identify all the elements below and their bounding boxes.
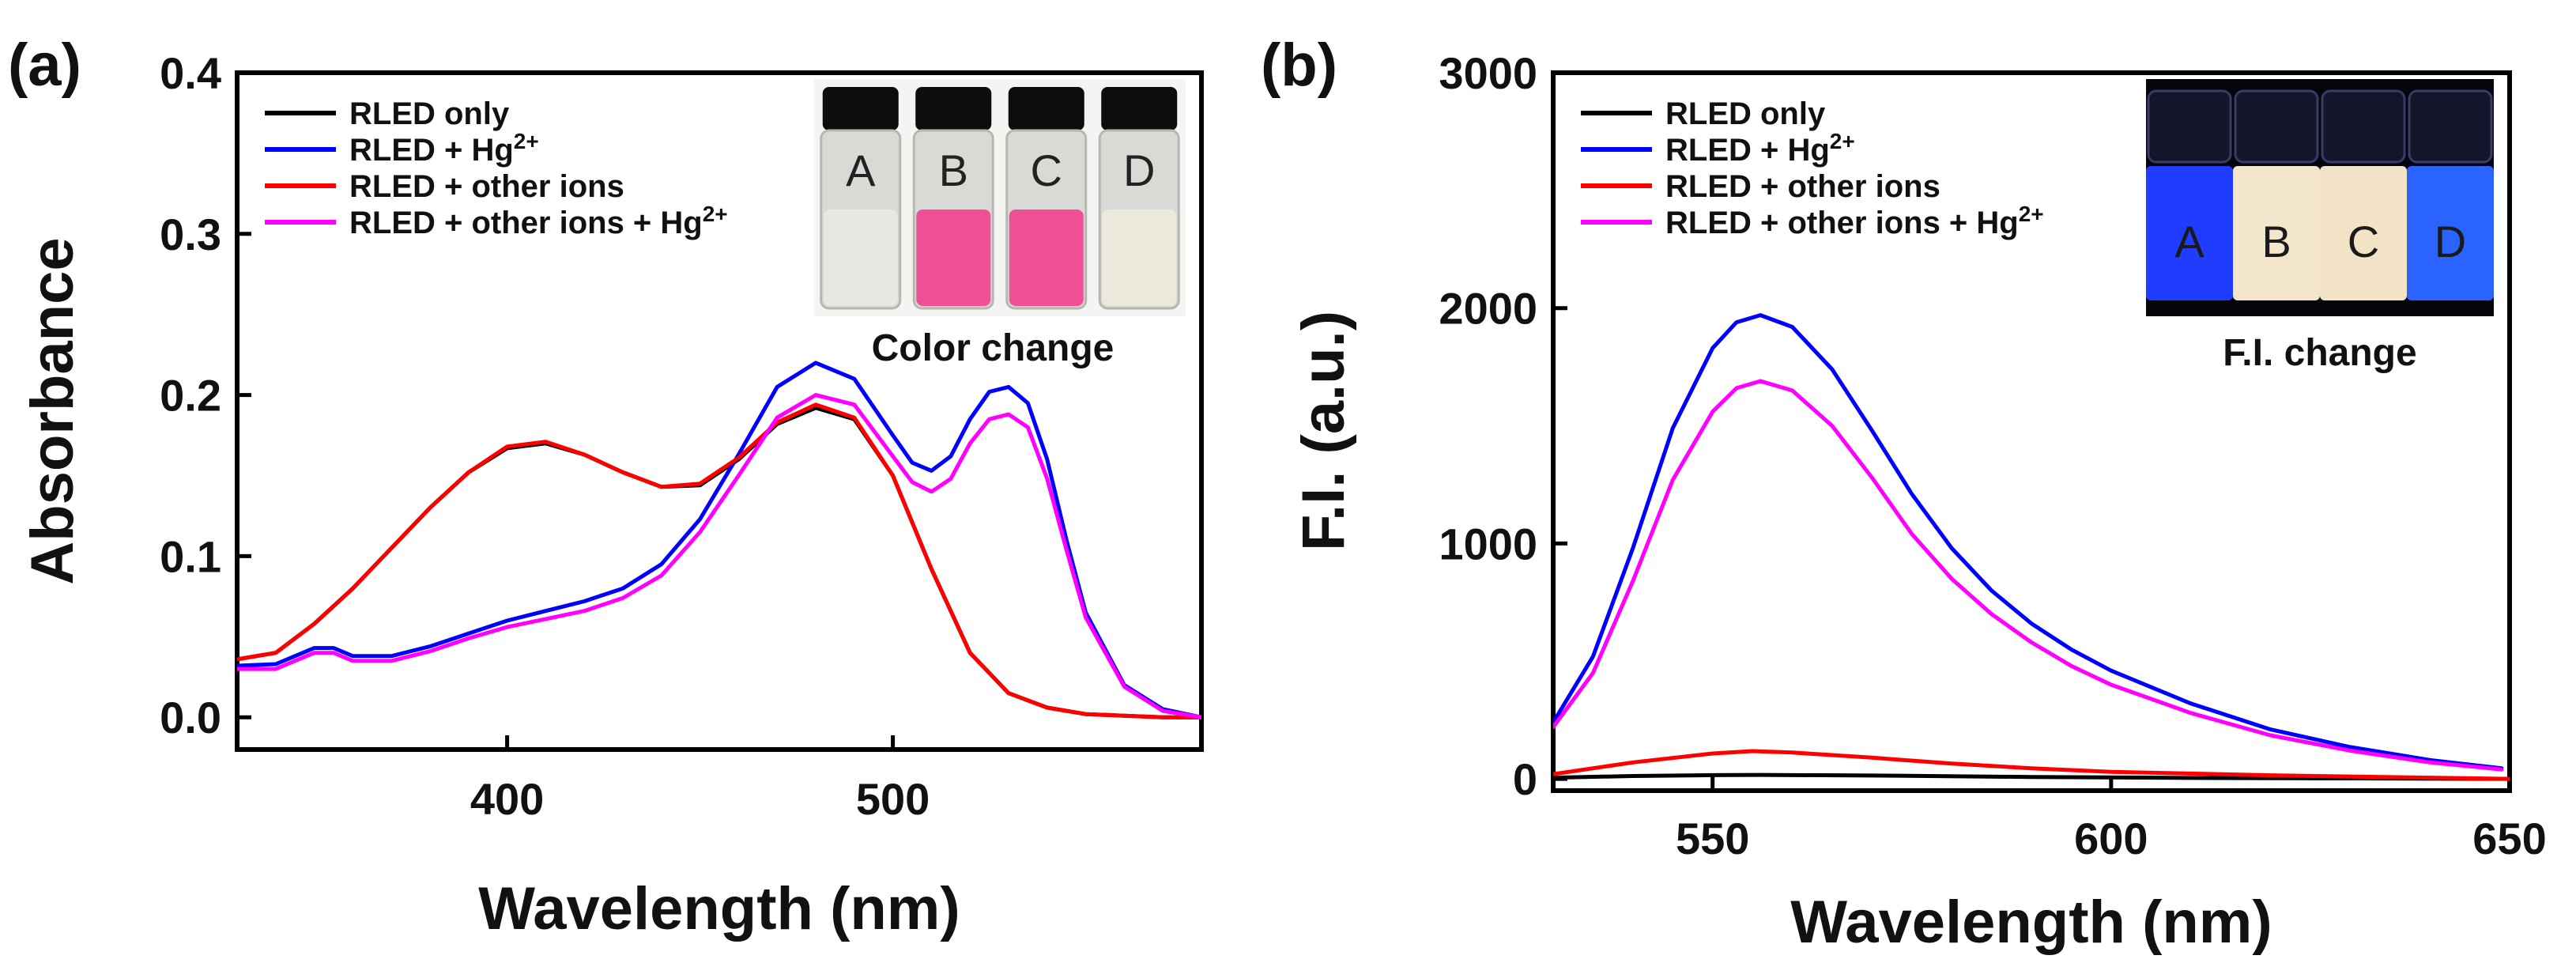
y-tick-label: 0.2: [160, 371, 221, 421]
vial-letter: B: [2261, 217, 2291, 266]
vial-cap: [1008, 87, 1084, 130]
x-tick-label: 600: [2074, 814, 2148, 863]
series-line-rled-only: [237, 406, 1201, 719]
x-tick-label: 550: [1676, 814, 1749, 863]
vial-letter: B: [939, 145, 968, 195]
series-line-rled-other-ions-hg-2: [1553, 379, 2504, 772]
vial-liquid: [1009, 210, 1084, 306]
vial-liquid: [2320, 166, 2407, 300]
y-tick-label: 0.4: [160, 48, 221, 98]
y-tick-label: 0.0: [160, 693, 221, 742]
panel-a-inset-photo: A B C D Color change: [814, 79, 1186, 369]
vial-top: [2321, 89, 2406, 164]
panel-a-x-axis-title: Wavelength (nm): [478, 875, 960, 942]
x-tick-label: 650: [2472, 814, 2546, 863]
vial-letter: A: [846, 145, 876, 195]
x-tick-label: 500: [856, 774, 930, 824]
series-line-rled-only: [1553, 772, 2510, 781]
panel-b-plot-frame: [1551, 70, 2512, 793]
y-tick-label: 3000: [1439, 48, 1537, 98]
vial-cap: [822, 87, 899, 130]
panel-a-plot-frame: [235, 70, 1204, 752]
vial-a: A: [2146, 89, 2233, 300]
panel-a-absorbance-chart: (a) 0.0 0.1 0.2 0.3 0.4 400 500 Wavelength (n…: [8, 32, 1204, 942]
vial-cap: [915, 87, 992, 130]
legend-label-rled-other-ions-hg: RLED + other ions + Hg2+: [349, 202, 728, 240]
series-line-rled-other-ions: [1553, 749, 2510, 781]
vial-top: [2147, 89, 2232, 164]
series-line-rled-hg-2: [237, 361, 1201, 719]
series-line-rled-other-ions-hg-2: [237, 393, 1201, 719]
legend-label-rled-other-ions: RLED + other ions: [349, 169, 624, 204]
legend-label-rled-other-ions-hg: RLED + other ions + Hg2+: [1665, 202, 2044, 240]
panel-b-x-axis-title: Wavelength (nm): [1790, 889, 2272, 956]
vial-liquid: [916, 210, 991, 306]
vial-liquid: [2146, 166, 2233, 300]
inset-caption-color-change: Color change: [872, 327, 1115, 369]
panel-b-fluorescence-chart: (b) 0 1000 2000 3000 550 600 650 Wavelength (…: [1261, 32, 2547, 956]
y-tick-label: 1000: [1439, 519, 1537, 568]
panel-b-y-axis: 0 1000 2000 3000: [1439, 48, 1567, 804]
panel-a-label: (a): [8, 32, 81, 99]
inset-vials: A B C D: [820, 87, 1180, 310]
panel-a-legend: RLED only RLED + Hg2+ RLED + other ions …: [265, 96, 728, 240]
vial-b: B: [2233, 89, 2320, 300]
y-tick-label: 0.1: [160, 531, 221, 581]
panel-b-legend: RLED only RLED + Hg2+ RLED + other ions …: [1581, 96, 2044, 240]
vial-liquid: [2233, 166, 2320, 300]
vial-top: [2408, 89, 2493, 164]
panel-a-y-axis-title: Absorbance: [19, 237, 86, 584]
legend-label-rled-only: RLED only: [349, 96, 510, 131]
vial-letter: D: [1123, 145, 1155, 195]
legend-label-rled-hg: RLED + Hg2+: [1665, 129, 1855, 168]
y-tick-label: 2000: [1439, 284, 1537, 334]
panel-b-inset-photo: A B C D F.I. change: [2146, 79, 2494, 374]
vial-letter: C: [2348, 217, 2379, 266]
panel-b-label: (b): [1261, 32, 1337, 99]
inset-caption-fi-change: F.I. change: [2223, 332, 2416, 374]
panel-b-x-axis: 550 600 650: [1676, 776, 2547, 863]
panel-b-y-axis-title: F.I. (a.u.): [1290, 311, 1357, 551]
vial-letter: D: [2435, 217, 2466, 266]
legend-label-rled-only: RLED only: [1665, 96, 1826, 131]
vial-c: C: [2320, 89, 2407, 300]
legend-label-rled-hg: RLED + Hg2+: [349, 129, 539, 168]
vial-cap: [1101, 87, 1178, 130]
vial-letter: A: [2174, 217, 2204, 266]
vial-liquid: [1102, 210, 1177, 306]
vial-b: B: [912, 87, 994, 310]
vial-top: [2234, 89, 2319, 164]
panel-a-x-axis: 400 500: [470, 735, 930, 824]
vial-liquid: [823, 210, 898, 306]
vial-a: A: [820, 87, 902, 310]
panel-a-series-group: [237, 361, 1201, 719]
y-tick-label: 0.3: [160, 210, 221, 259]
y-tick-label: 0: [1513, 754, 1537, 804]
vial-d: D: [2407, 89, 2494, 300]
series-line-rled-other-ions: [237, 402, 1201, 719]
panel-a-y-axis: 0.0 0.1 0.2 0.3 0.4: [160, 48, 251, 742]
vial-d: D: [1098, 87, 1180, 310]
vial-letter: C: [1031, 145, 1062, 195]
x-tick-label: 400: [470, 774, 544, 824]
vial-liquid: [2407, 166, 2494, 300]
series-line-rled-hg-2: [1553, 313, 2504, 771]
inset-vials: A B C D: [2146, 89, 2494, 300]
panel-b-series-group: [1553, 313, 2510, 781]
vial-c: C: [1005, 87, 1088, 310]
legend-label-rled-other-ions: RLED + other ions: [1665, 169, 1940, 204]
